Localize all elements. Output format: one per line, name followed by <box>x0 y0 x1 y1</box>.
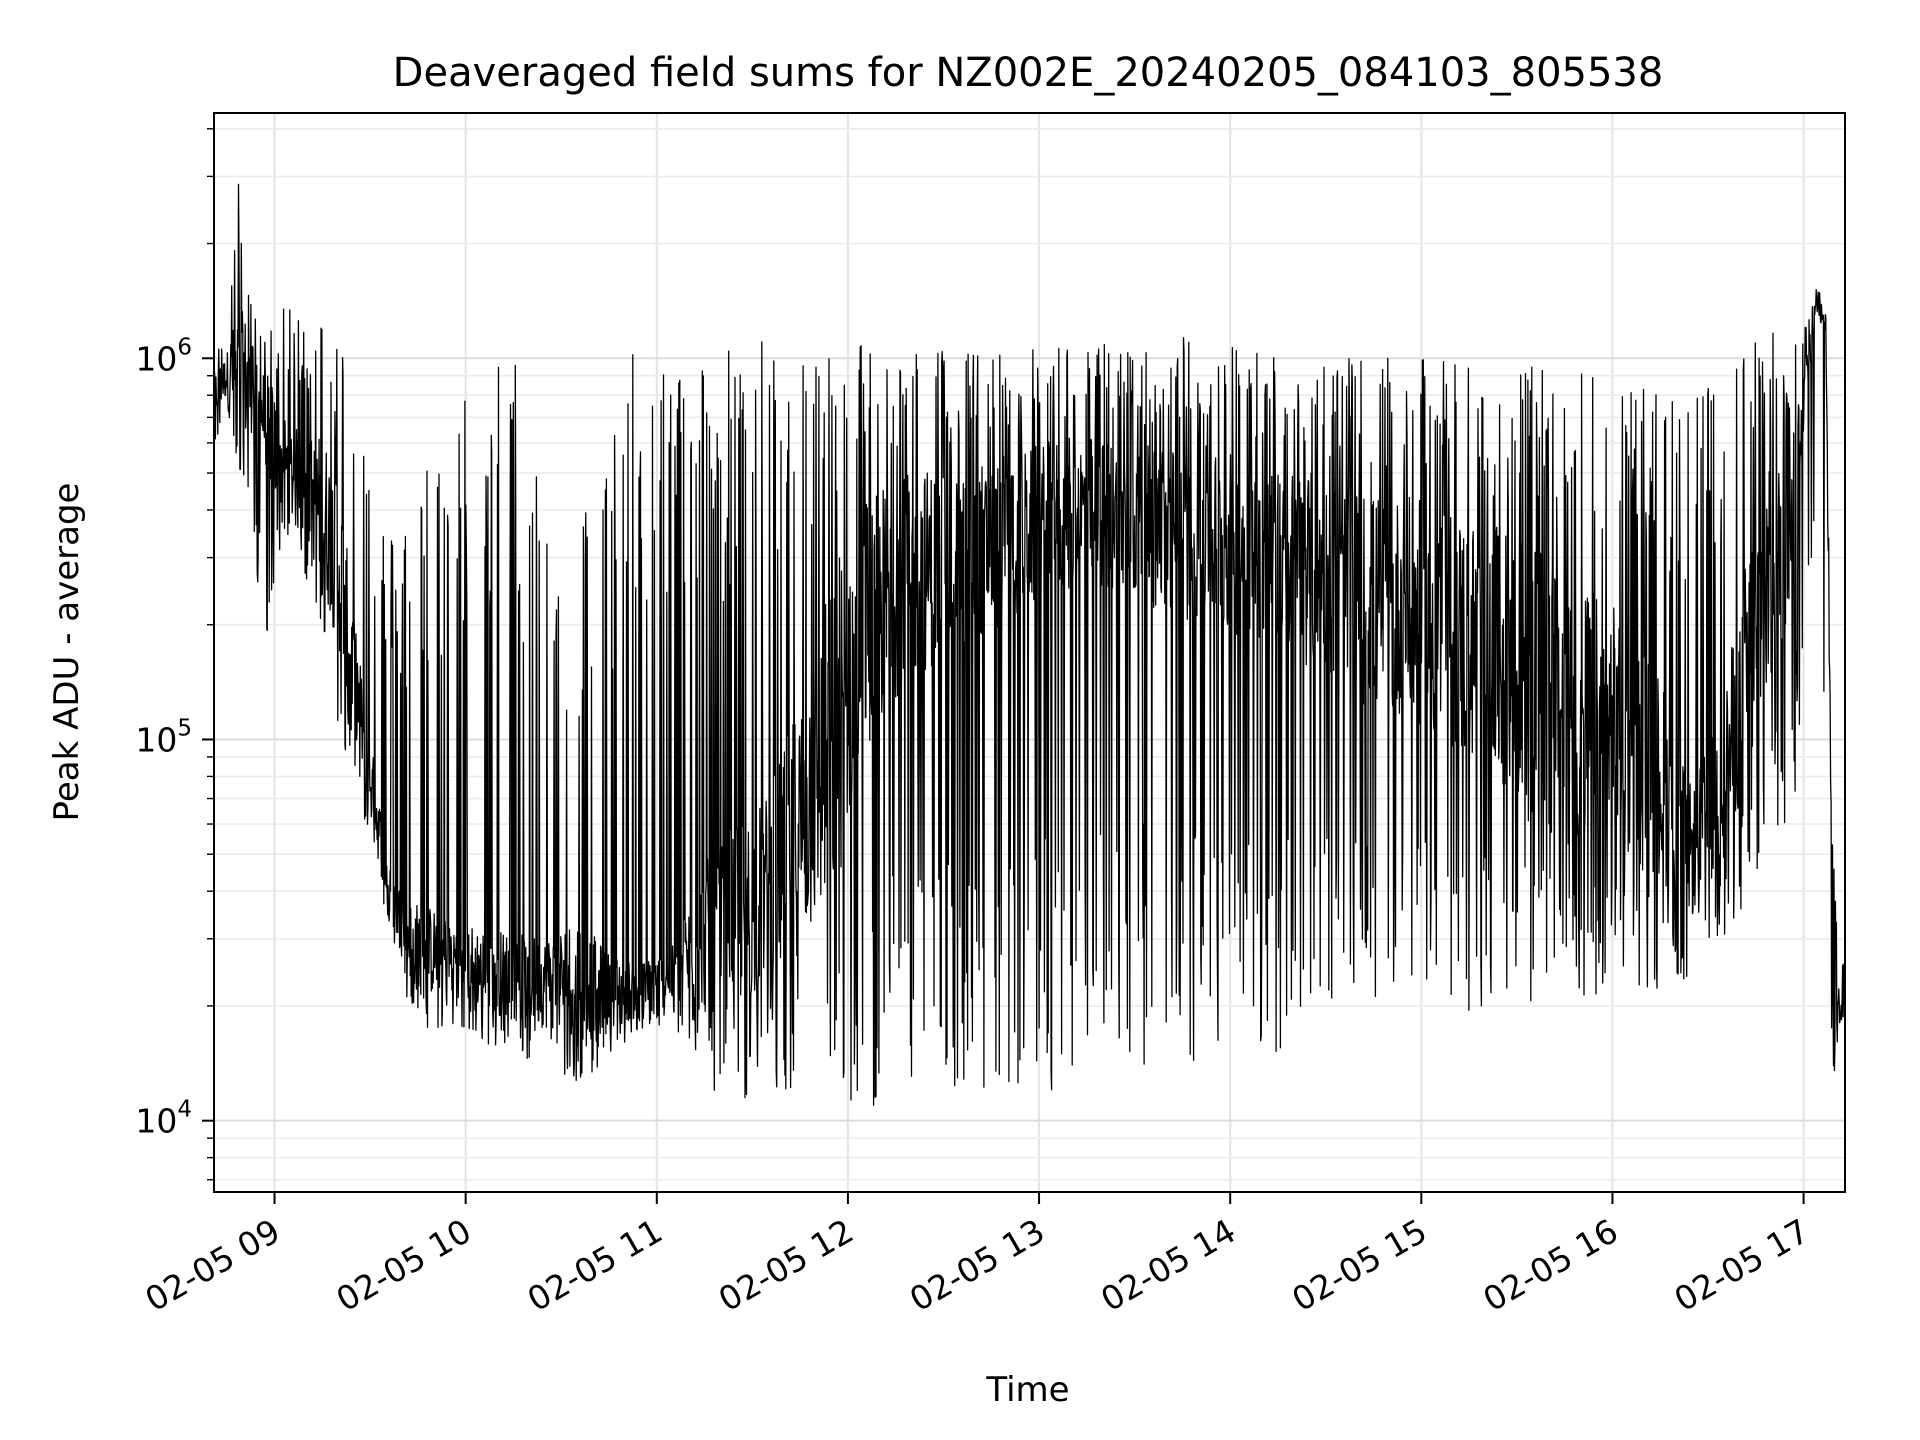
series-line-group <box>213 183 1846 1106</box>
y-axis: 104 105 106 <box>135 128 214 1181</box>
y-tick-label: 106 <box>135 334 192 378</box>
plot-frame <box>213 112 1846 1193</box>
series-line <box>213 183 1846 1106</box>
chart-title: Deaveraged field sums for NZ002E_2024020… <box>393 50 1664 96</box>
y-tick-label: 105 <box>135 715 192 759</box>
x-axis-label: Time <box>985 1370 1069 1410</box>
y-tick-label: 104 <box>135 1097 192 1141</box>
y-axis-label: Peak ADU - average <box>47 483 87 822</box>
